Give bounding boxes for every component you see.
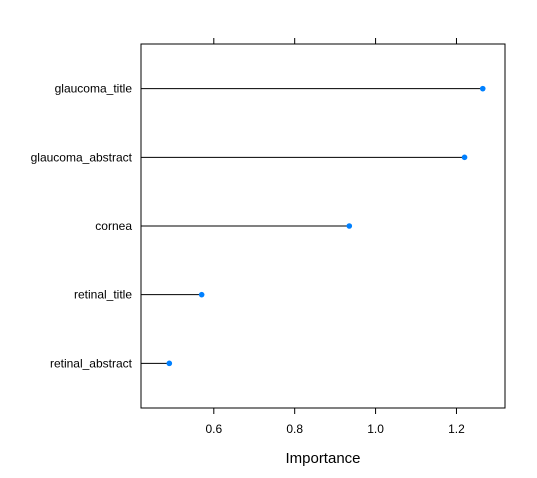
- importance-point: [479, 85, 486, 92]
- y-tick-label: glaucoma_abstract: [31, 150, 133, 164]
- y-tick-label: retinal_abstract: [50, 356, 133, 370]
- importance-point: [166, 360, 173, 367]
- y-tick-label: retinal_title: [74, 288, 132, 302]
- x-tick-label: 1.2: [448, 422, 465, 436]
- x-axis-bottom: 0.6 0.8 1.0 1.2: [205, 408, 465, 436]
- y-tick-label: glaucoma_title: [55, 82, 133, 96]
- x-tick-label: 0.8: [286, 422, 303, 436]
- importance-point: [346, 223, 353, 229]
- x-axis-title: Importance: [285, 450, 360, 467]
- x-tick-label: 0.6: [205, 422, 222, 436]
- x-axis-top: [213, 38, 457, 44]
- data-marks: [141, 85, 486, 367]
- importance-point: [198, 291, 205, 298]
- x-tick-label: 1.0: [367, 422, 384, 436]
- importance-point: [461, 154, 468, 161]
- y-tick-label: cornea: [95, 219, 132, 233]
